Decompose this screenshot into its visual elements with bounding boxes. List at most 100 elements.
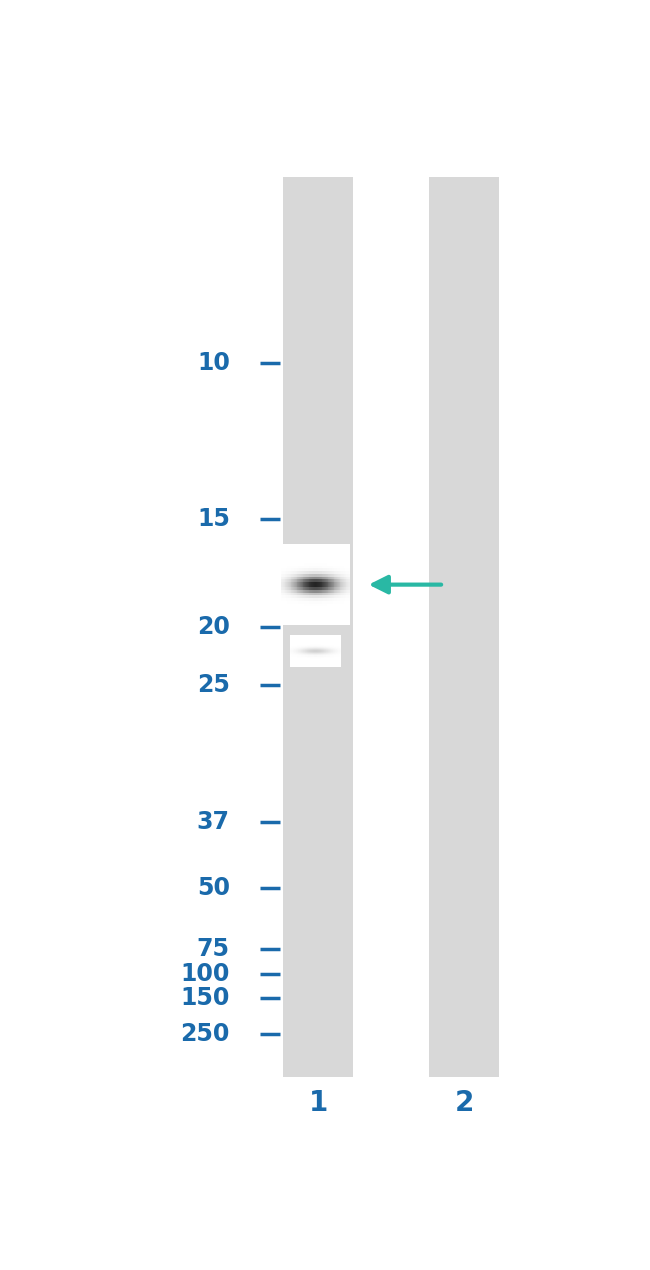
Bar	[341, 544, 342, 547]
Bar	[336, 587, 337, 591]
Bar	[311, 601, 312, 603]
Bar	[314, 563, 315, 565]
Bar	[342, 563, 343, 565]
Bar	[286, 579, 287, 582]
Bar	[429, 177, 499, 1077]
Bar	[319, 620, 320, 622]
Bar	[303, 620, 304, 622]
Bar	[318, 552, 319, 555]
Bar	[344, 615, 346, 617]
Bar	[283, 615, 285, 617]
Bar	[335, 591, 336, 593]
Bar	[285, 593, 286, 596]
Bar	[336, 550, 337, 552]
Bar	[289, 550, 290, 552]
Bar	[330, 606, 331, 608]
Bar	[310, 584, 311, 587]
Bar	[283, 601, 285, 603]
Bar	[286, 608, 287, 612]
Bar	[296, 563, 298, 565]
Bar	[296, 584, 298, 587]
Bar	[349, 584, 350, 587]
Bar	[296, 547, 298, 550]
Bar	[339, 552, 341, 555]
Bar	[319, 544, 320, 547]
Bar	[346, 596, 347, 598]
Bar	[333, 560, 335, 563]
Bar	[325, 560, 326, 563]
Bar	[324, 582, 325, 584]
Bar	[302, 560, 303, 563]
Bar	[309, 587, 310, 591]
Bar	[348, 560, 349, 563]
Bar	[346, 560, 347, 563]
Bar	[339, 550, 341, 552]
Bar	[288, 577, 289, 579]
Bar	[307, 582, 309, 584]
Bar	[318, 579, 319, 582]
Bar	[311, 565, 312, 569]
Bar	[287, 572, 288, 574]
Bar	[310, 596, 311, 598]
Bar	[285, 550, 286, 552]
Bar	[312, 620, 313, 622]
Bar	[287, 558, 288, 560]
Bar	[281, 565, 282, 569]
Bar	[290, 612, 291, 615]
Bar	[339, 612, 341, 615]
Bar	[289, 593, 290, 596]
Bar	[288, 622, 289, 625]
Bar	[320, 601, 322, 603]
Bar	[288, 617, 289, 620]
Bar	[341, 563, 342, 565]
Bar	[305, 601, 306, 603]
Bar	[326, 579, 327, 582]
Bar	[304, 565, 305, 569]
Bar	[309, 591, 310, 593]
Bar	[281, 615, 282, 617]
Bar	[291, 572, 292, 574]
Bar	[317, 603, 318, 606]
Bar	[300, 582, 301, 584]
Bar	[305, 560, 306, 563]
Bar	[290, 620, 291, 622]
Bar	[281, 601, 282, 603]
Bar	[305, 550, 306, 552]
Bar	[332, 584, 333, 587]
Bar	[332, 587, 333, 591]
Bar	[292, 547, 293, 550]
Bar	[313, 591, 314, 593]
Bar	[335, 555, 336, 558]
Bar	[347, 598, 348, 601]
Bar	[300, 565, 301, 569]
Bar	[341, 560, 342, 563]
Bar	[301, 582, 302, 584]
Bar	[332, 606, 333, 608]
Bar	[303, 612, 304, 615]
Bar	[313, 550, 314, 552]
Bar	[347, 572, 348, 574]
Bar	[292, 603, 293, 606]
Bar	[293, 612, 294, 615]
Bar	[320, 558, 322, 560]
Bar	[313, 587, 314, 591]
Bar	[295, 596, 296, 598]
Bar	[348, 579, 349, 582]
Bar	[346, 603, 347, 606]
Bar	[289, 587, 290, 591]
Bar	[290, 555, 291, 558]
Bar	[291, 560, 292, 563]
Bar	[339, 569, 341, 572]
Bar	[339, 565, 341, 569]
Bar	[319, 577, 320, 579]
Bar	[323, 574, 324, 577]
Bar	[315, 601, 317, 603]
Bar	[293, 587, 294, 591]
Bar	[348, 612, 349, 615]
Bar	[283, 558, 285, 560]
Bar	[307, 572, 309, 574]
Bar	[301, 560, 302, 563]
Bar	[300, 596, 301, 598]
Bar	[318, 558, 319, 560]
Bar	[330, 577, 331, 579]
